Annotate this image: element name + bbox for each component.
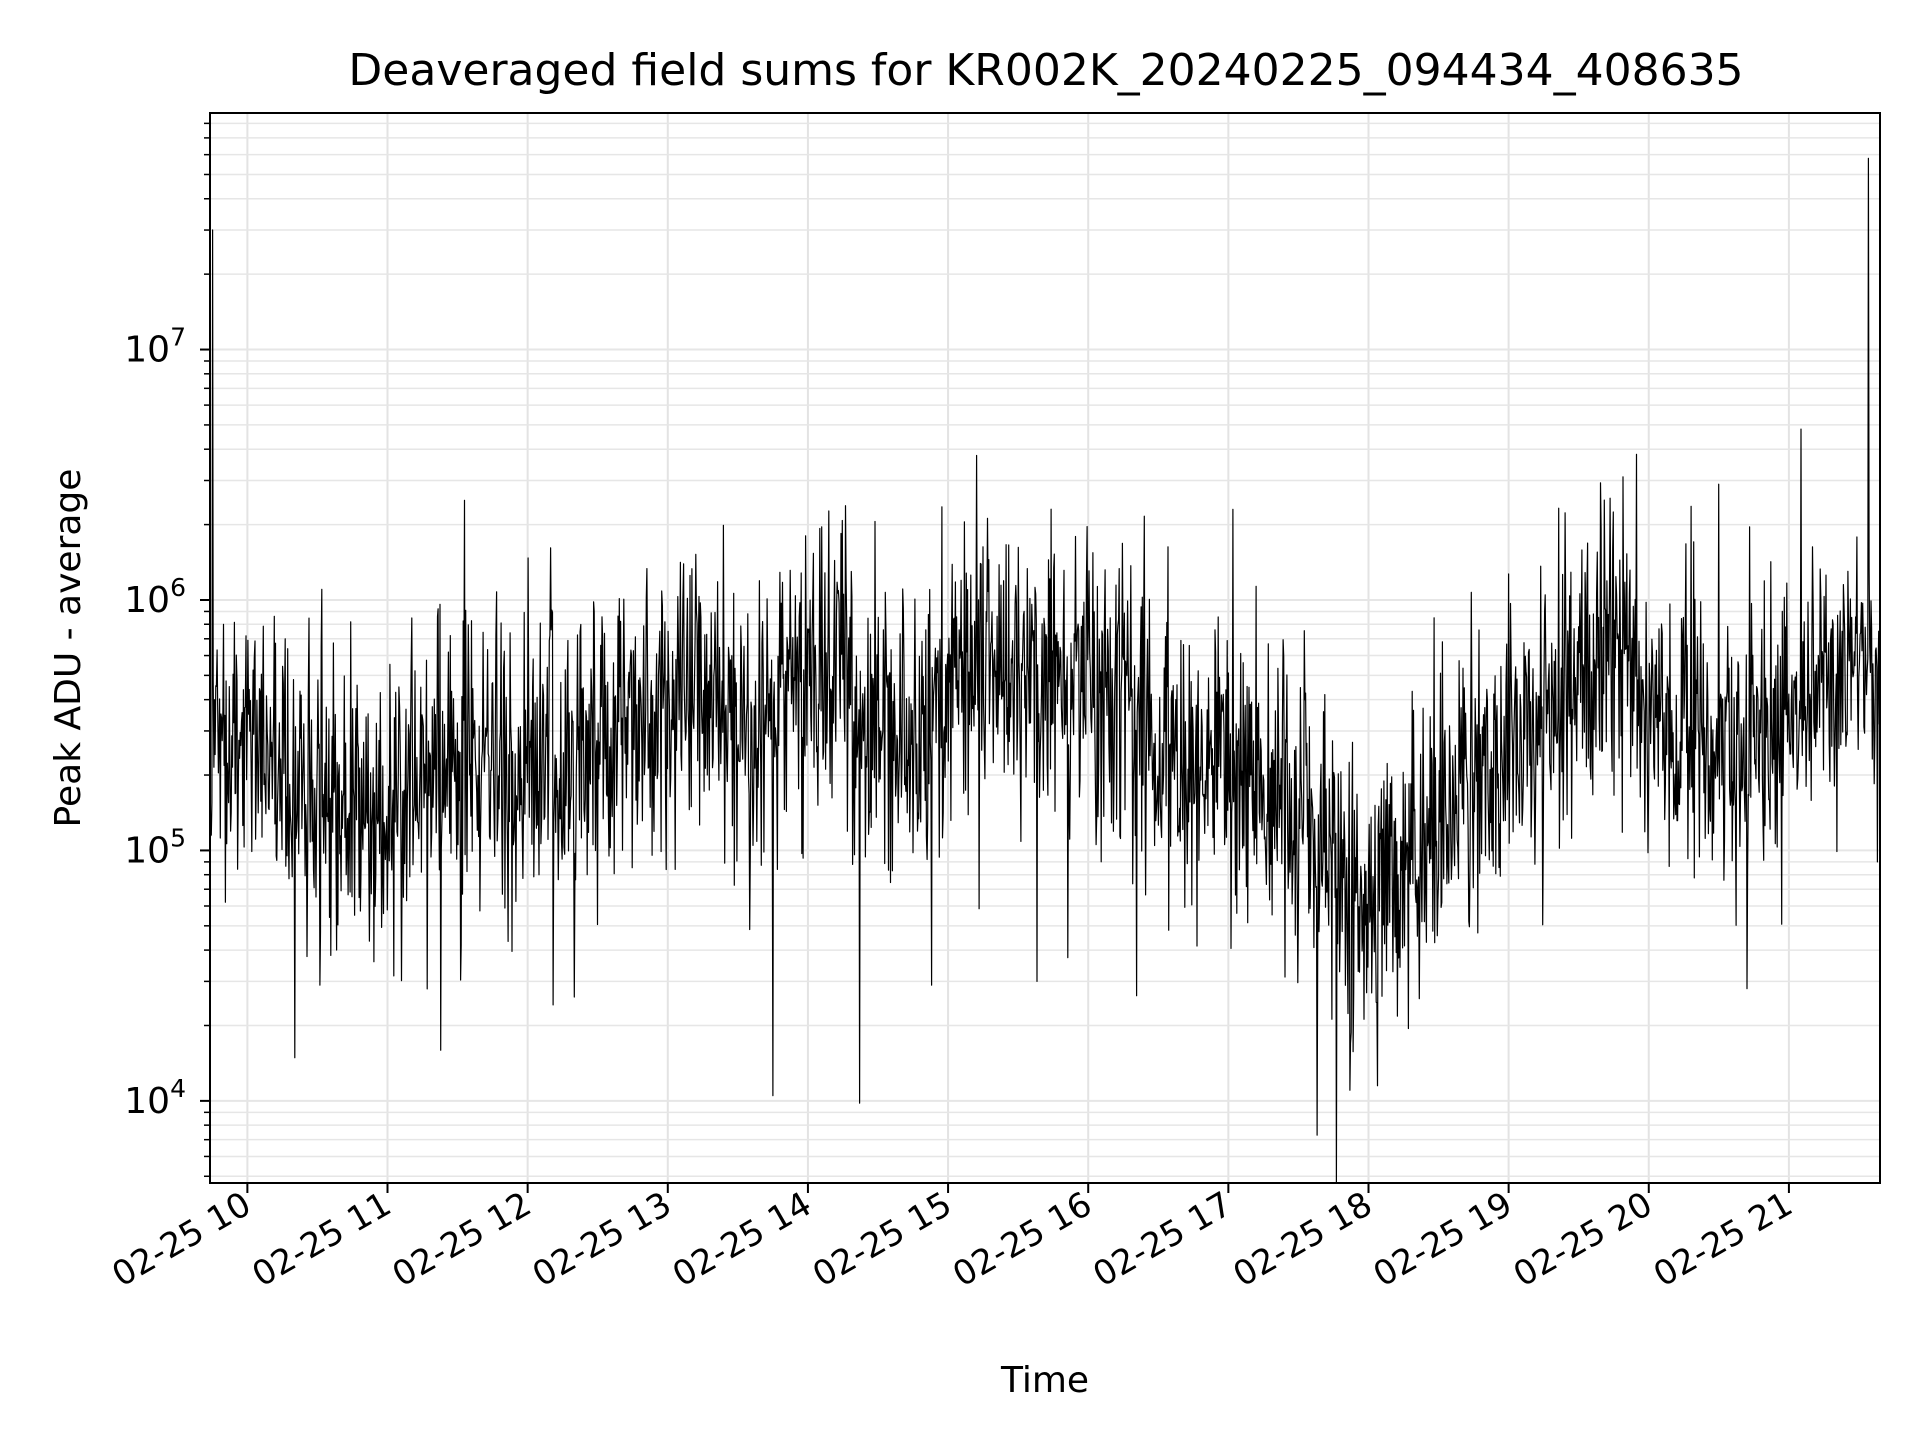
y-tick-label: 105 [124, 823, 186, 871]
chart-title: Deaveraged field sums for KR002K_2024022… [348, 45, 1743, 96]
series-path [209, 157, 1881, 1184]
x-axis-label: Time [1000, 1360, 1089, 1401]
y-tick-label: 107 [124, 323, 186, 371]
y-tick-label: 106 [124, 573, 186, 621]
plot-area-frame [209, 112, 1881, 1184]
series-line [209, 157, 1881, 1184]
y-axis: 104 105 106 107 [124, 122, 210, 1178]
y-tick-label: 104 [124, 1074, 186, 1122]
y-axis-label: Peak ADU - average [48, 469, 89, 828]
